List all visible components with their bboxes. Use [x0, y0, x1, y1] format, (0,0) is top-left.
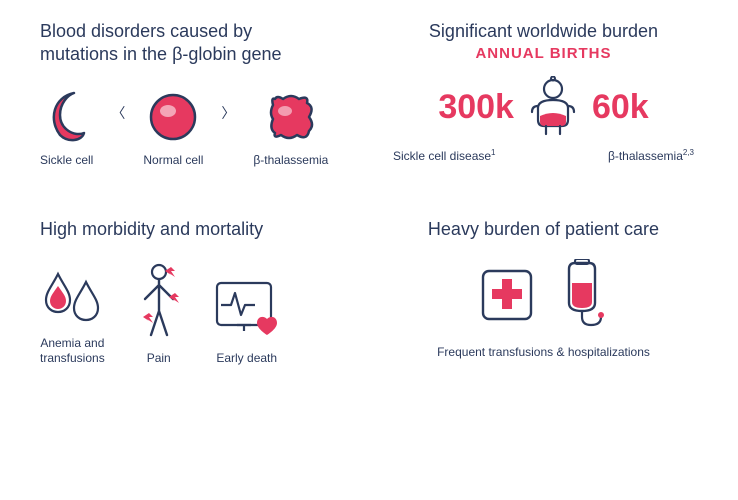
- death-label: Early death: [216, 351, 277, 366]
- normal-cell: Normal cell: [143, 91, 203, 168]
- q1-title: Blood disorders caused by mutations in t…: [40, 20, 349, 67]
- thal-cell: β-thalassemia: [253, 91, 328, 168]
- death-cell: Early death: [213, 279, 281, 366]
- baby-icon: [528, 76, 578, 138]
- pain-cell: Pain: [135, 263, 183, 366]
- q4-title: Heavy burden of patient care: [389, 218, 698, 241]
- sickle-cell: Sickle cell: [40, 89, 93, 168]
- q2-row: 300k 60k: [389, 76, 698, 138]
- q3-title: High morbidity and mortality: [40, 218, 349, 241]
- q2-labels: Sickle cell disease1 β-thalassemia2,3: [389, 148, 698, 163]
- chevron-left-icon: 〈: [111, 103, 125, 123]
- sickle-births-label: Sickle cell disease1: [393, 148, 496, 163]
- thalassemia-cell-icon: [265, 91, 317, 143]
- monitor-heart-icon: [213, 279, 281, 341]
- sickle-cell-icon: [44, 89, 90, 143]
- sickle-label: Sickle cell: [40, 153, 93, 168]
- normal-label: Normal cell: [143, 153, 203, 168]
- anemia-cell: Anemia andtransfusions: [40, 268, 105, 366]
- blood-drops-icon: [42, 268, 102, 326]
- q3-row: Anemia andtransfusions Pain: [40, 263, 349, 366]
- sickle-births-number: 300k: [438, 90, 514, 124]
- thal-label: β-thalassemia: [253, 153, 328, 168]
- medical-cross-icon: [479, 267, 535, 323]
- q2-title: Significant worldwide burden: [389, 20, 698, 43]
- person-pain-icon: [135, 263, 183, 341]
- q4-label: Frequent transfusions & hospitalizations: [389, 345, 698, 359]
- normal-cell-icon: [147, 91, 199, 143]
- iv-bag-icon: [555, 259, 609, 331]
- q1-row: Sickle cell 〈 Normal cell 〉 β-thalassemi…: [40, 89, 349, 168]
- thal-births-number: 60k: [592, 90, 649, 124]
- quadrant-patient-care: Heavy burden of patient care Frequent tr…: [389, 218, 698, 366]
- quadrant-blood-disorders: Blood disorders caused by mutations in t…: [40, 20, 349, 168]
- pain-label: Pain: [147, 351, 171, 366]
- chevron-right-icon: 〉: [221, 103, 235, 123]
- thal-births-label: β-thalassemia2,3: [608, 148, 694, 163]
- quadrant-morbidity: High morbidity and mortality Anemia andt…: [40, 218, 349, 366]
- q4-row: [389, 259, 698, 331]
- anemia-label: Anemia andtransfusions: [40, 336, 105, 366]
- quadrant-worldwide-burden: Significant worldwide burden ANNUAL BIRT…: [389, 20, 698, 168]
- q2-subtitle: ANNUAL BIRTHS: [389, 45, 698, 62]
